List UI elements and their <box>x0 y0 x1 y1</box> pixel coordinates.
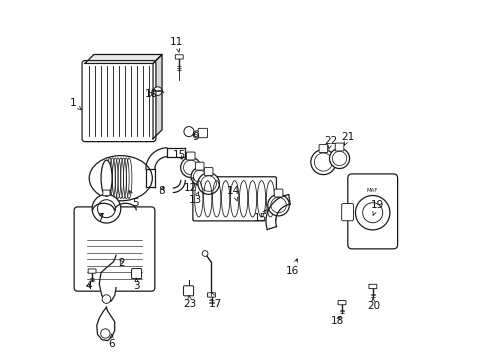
Text: 17: 17 <box>209 293 222 309</box>
Text: 3: 3 <box>133 278 140 291</box>
Text: MAF: MAF <box>366 188 378 193</box>
Text: 22: 22 <box>323 136 337 149</box>
Text: 1: 1 <box>70 98 81 110</box>
FancyBboxPatch shape <box>204 168 212 175</box>
Circle shape <box>193 131 200 138</box>
Circle shape <box>183 160 198 175</box>
FancyBboxPatch shape <box>74 207 155 291</box>
Ellipse shape <box>89 156 152 201</box>
FancyBboxPatch shape <box>337 301 346 305</box>
FancyBboxPatch shape <box>88 269 96 273</box>
FancyBboxPatch shape <box>195 162 203 170</box>
Circle shape <box>332 151 346 166</box>
Text: 7: 7 <box>97 213 103 222</box>
Circle shape <box>153 87 162 95</box>
Polygon shape <box>265 195 289 230</box>
Circle shape <box>183 127 194 136</box>
Text: 10: 10 <box>144 89 158 99</box>
Text: 8: 8 <box>159 186 165 196</box>
FancyBboxPatch shape <box>131 269 142 279</box>
FancyBboxPatch shape <box>186 152 195 160</box>
Text: 15: 15 <box>253 210 267 222</box>
Circle shape <box>97 200 115 218</box>
Polygon shape <box>85 54 162 63</box>
Text: 4: 4 <box>85 281 92 291</box>
Circle shape <box>270 197 286 213</box>
Circle shape <box>267 194 289 216</box>
Ellipse shape <box>101 160 112 196</box>
FancyBboxPatch shape <box>192 177 276 221</box>
Text: 2: 2 <box>118 258 125 268</box>
FancyBboxPatch shape <box>207 293 215 297</box>
Circle shape <box>180 157 201 177</box>
Circle shape <box>329 148 349 168</box>
FancyBboxPatch shape <box>274 189 282 197</box>
Text: 14: 14 <box>226 186 240 201</box>
FancyBboxPatch shape <box>368 284 376 289</box>
Circle shape <box>102 295 110 303</box>
Text: 5: 5 <box>129 190 138 208</box>
Circle shape <box>362 203 382 223</box>
Circle shape <box>193 170 205 183</box>
Circle shape <box>355 195 389 230</box>
Text: 20: 20 <box>366 298 379 311</box>
Polygon shape <box>97 307 115 341</box>
Circle shape <box>314 153 332 171</box>
Text: 19: 19 <box>370 200 383 216</box>
Circle shape <box>198 173 219 194</box>
Circle shape <box>310 149 335 175</box>
Circle shape <box>101 329 110 338</box>
Text: 16: 16 <box>285 259 299 276</box>
Circle shape <box>92 194 121 223</box>
Text: 12: 12 <box>183 177 196 193</box>
Polygon shape <box>153 54 162 139</box>
FancyBboxPatch shape <box>198 129 207 138</box>
FancyBboxPatch shape <box>319 145 327 153</box>
FancyBboxPatch shape <box>102 190 110 196</box>
Text: 18: 18 <box>330 316 344 325</box>
Text: 9: 9 <box>192 132 199 142</box>
Circle shape <box>202 251 207 256</box>
Text: 11: 11 <box>169 37 183 53</box>
Text: 15: 15 <box>172 150 185 160</box>
Polygon shape <box>99 255 116 301</box>
Text: 23: 23 <box>183 296 196 309</box>
FancyBboxPatch shape <box>347 174 397 249</box>
FancyBboxPatch shape <box>341 203 353 221</box>
Circle shape <box>201 176 216 191</box>
Text: 6: 6 <box>107 334 114 349</box>
Text: 13: 13 <box>188 192 201 205</box>
FancyBboxPatch shape <box>335 143 343 151</box>
Text: 21: 21 <box>341 132 354 145</box>
FancyBboxPatch shape <box>175 55 183 59</box>
Circle shape <box>191 168 208 185</box>
FancyBboxPatch shape <box>82 60 156 141</box>
FancyBboxPatch shape <box>183 286 193 296</box>
